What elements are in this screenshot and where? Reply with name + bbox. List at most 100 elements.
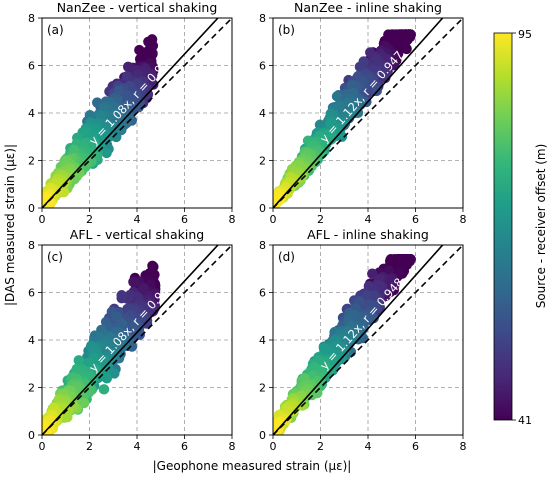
scatter-points — [273, 254, 416, 435]
x-tick-label: 4 — [365, 440, 372, 453]
data-point — [346, 79, 358, 91]
x-tick-label: 4 — [134, 440, 141, 453]
x-tick-label: 6 — [412, 213, 419, 226]
reference-line — [273, 245, 463, 435]
data-point — [129, 320, 141, 332]
data-point — [343, 333, 355, 345]
panel-label: (b) — [278, 23, 295, 37]
data-point — [78, 397, 90, 409]
y-tick-label: 2 — [259, 155, 266, 168]
colorbar-label: Source - receiver offset (m) — [534, 144, 548, 309]
colorbar-bar — [493, 32, 513, 421]
data-point — [134, 44, 145, 56]
data-point — [331, 91, 343, 102]
y-tick-label: 0 — [28, 202, 35, 215]
data-point — [113, 85, 125, 96]
data-point — [84, 357, 95, 368]
y-tick-label: 2 — [28, 382, 35, 395]
y-tick-label: 0 — [259, 429, 266, 442]
x-tick-label: 8 — [460, 440, 467, 453]
y-tick-label: 6 — [28, 60, 35, 73]
y-tick-label: 4 — [259, 334, 266, 347]
colorbar: 95 41 Source - receiver offset (m) — [493, 28, 548, 427]
x-tick-label: 6 — [181, 213, 188, 226]
data-point — [146, 34, 158, 45]
x-tick-label: 2 — [86, 440, 93, 453]
y-tick-label: 4 — [28, 107, 35, 120]
panel-title: NanZee - inline shaking — [294, 0, 442, 15]
y-tick-label: 2 — [259, 382, 266, 395]
scatter-points — [42, 34, 159, 208]
data-point — [98, 102, 110, 113]
y-tick-label: 4 — [259, 107, 266, 120]
data-point — [401, 43, 412, 55]
data-point — [128, 276, 139, 288]
y-tick-label: 0 — [28, 429, 35, 442]
x-tick-label: 6 — [412, 440, 419, 453]
data-point — [312, 387, 323, 399]
colorbar-max-label: 95 — [518, 28, 532, 41]
reference-line — [273, 18, 463, 208]
panel-title: AFL - inline shaking — [307, 227, 429, 242]
y-tick-label: 8 — [259, 239, 266, 252]
panel-label: (a) — [47, 23, 64, 37]
panel-label: (d) — [278, 250, 295, 264]
x-tick-label: 2 — [86, 213, 93, 226]
data-point — [101, 373, 113, 384]
x-tick-label: 8 — [229, 440, 236, 453]
y-axis-label: |DAS measured strain (με)| — [3, 144, 17, 306]
x-tick-label: 0 — [39, 213, 46, 226]
y-tick-label: 8 — [259, 12, 266, 25]
y-tick-label: 6 — [28, 287, 35, 300]
data-point — [133, 101, 144, 113]
x-tick-label: 4 — [134, 213, 141, 226]
y-tick-label: 8 — [28, 12, 35, 25]
reference-line — [42, 18, 232, 208]
fit-line — [42, 245, 220, 435]
x-tick-label: 8 — [460, 213, 467, 226]
data-point — [122, 61, 134, 73]
fit-line — [273, 245, 444, 435]
x-tick-label: 6 — [181, 440, 188, 453]
y-tick-label: 8 — [28, 239, 35, 252]
y-tick-label: 0 — [259, 202, 266, 215]
y-tick-label: 6 — [259, 287, 266, 300]
x-tick-label: 0 — [39, 440, 46, 453]
x-tick-label: 0 — [270, 213, 277, 226]
data-point — [101, 147, 112, 159]
data-point — [121, 90, 132, 101]
panel-label: (c) — [47, 250, 63, 264]
data-point — [109, 368, 120, 379]
data-point — [394, 266, 405, 277]
colorbar-min-label: 41 — [518, 414, 532, 427]
data-point — [116, 292, 127, 304]
data-point — [389, 34, 400, 46]
y-tick-label: 6 — [259, 60, 266, 73]
data-point — [308, 362, 320, 373]
x-tick-label: 8 — [229, 213, 236, 226]
data-point — [98, 384, 110, 395]
x-tick-label: 2 — [317, 213, 324, 226]
y-tick-label: 2 — [28, 155, 35, 168]
data-point — [404, 254, 415, 265]
x-axis-label: |Geophone measured strain (με)| — [153, 459, 352, 473]
data-point — [138, 282, 149, 294]
fit-line — [273, 18, 444, 208]
x-tick-label: 4 — [365, 213, 372, 226]
data-point — [388, 257, 400, 269]
data-point — [403, 29, 415, 40]
panel-title: AFL - vertical shaking — [70, 227, 204, 242]
y-tick-label: 4 — [28, 334, 35, 347]
fit-line — [42, 18, 220, 208]
x-tick-label: 0 — [270, 440, 277, 453]
panel-title: NanZee - vertical shaking — [57, 0, 218, 15]
reference-line — [42, 245, 232, 435]
data-point — [318, 343, 330, 354]
data-point — [327, 353, 338, 364]
data-point — [362, 289, 373, 301]
